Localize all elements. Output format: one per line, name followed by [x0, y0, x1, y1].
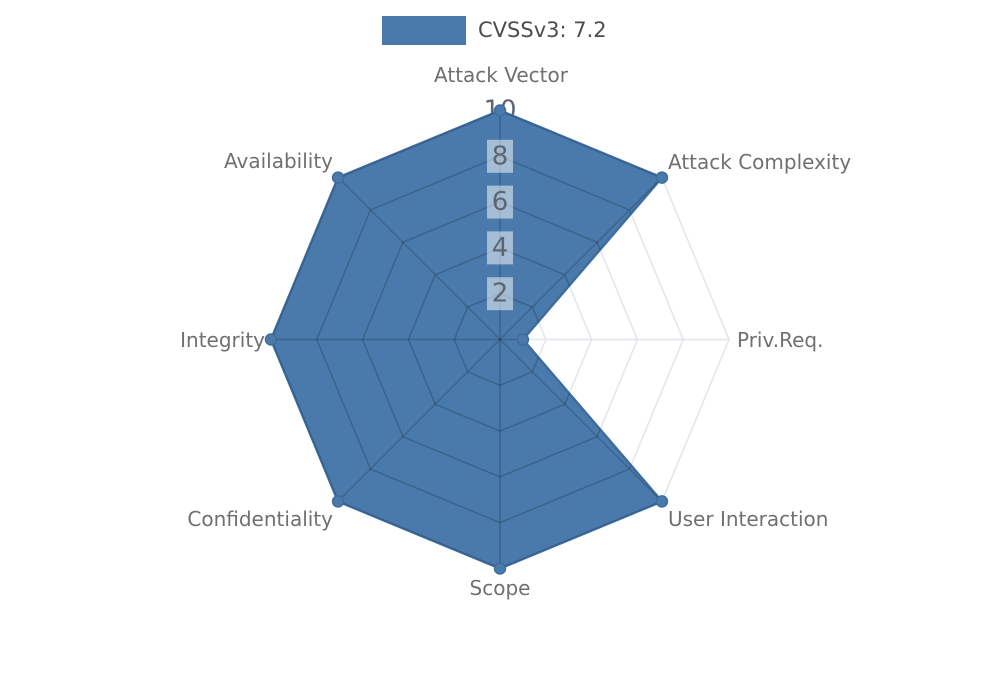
tick-text: 4	[492, 233, 509, 263]
axis-label-priv-req: Priv.Req.	[737, 328, 823, 352]
axis-label-attack-vector: Attack Vector	[434, 63, 569, 87]
tick-text: 6	[492, 187, 509, 217]
axis-label-scope: Scope	[470, 576, 531, 600]
grid-spoke	[337, 177, 501, 341]
tick-backdrop	[487, 231, 513, 265]
tick-labels: 2 4 6 8	[487, 139, 513, 311]
axis-label-integrity: Integrity	[180, 328, 265, 352]
tick-backdrop	[487, 277, 513, 311]
vertex-dot	[264, 333, 278, 346]
tick-text: 8	[492, 141, 509, 171]
vertex-dot	[493, 104, 507, 117]
tick-label-6: 6	[487, 185, 513, 219]
tick-label-2: 2	[487, 277, 513, 311]
grid-spoke	[499, 338, 662, 502]
vertex-dot	[331, 171, 345, 184]
vertex-dot	[655, 171, 669, 184]
tick-backdrop	[487, 185, 513, 219]
tick-text: 2	[492, 279, 509, 309]
axis-label-availability: Availability	[224, 149, 333, 173]
legend-label: CVSSv3: 7.2	[478, 18, 607, 42]
grid-ring	[453, 292, 547, 387]
axis-label-attack-complexity: Attack Complexity	[668, 150, 851, 174]
tick-label-8: 8	[487, 139, 513, 173]
vertex-dot	[655, 495, 669, 508]
legend-swatch	[382, 16, 466, 45]
axis-label-user-interaction: User Interaction	[668, 507, 828, 531]
grid-spoke	[337, 338, 501, 502]
vertex-markers	[264, 104, 669, 575]
grid-ring	[271, 110, 662, 569]
vertex-dot	[516, 333, 530, 346]
legend-item[interactable]: CVSSv3: 7.2	[382, 16, 607, 45]
axis-label-confidentiality: Confidentiality	[187, 507, 333, 531]
tick-backdrop	[487, 139, 513, 173]
vertex-dot	[493, 562, 507, 575]
tick-label-4: 4	[487, 231, 513, 265]
axis-labels: Attack Vector Attack Complexity Priv.Req. U…	[180, 63, 851, 600]
grid-spoke	[499, 177, 662, 341]
vertex-dot	[331, 495, 345, 508]
